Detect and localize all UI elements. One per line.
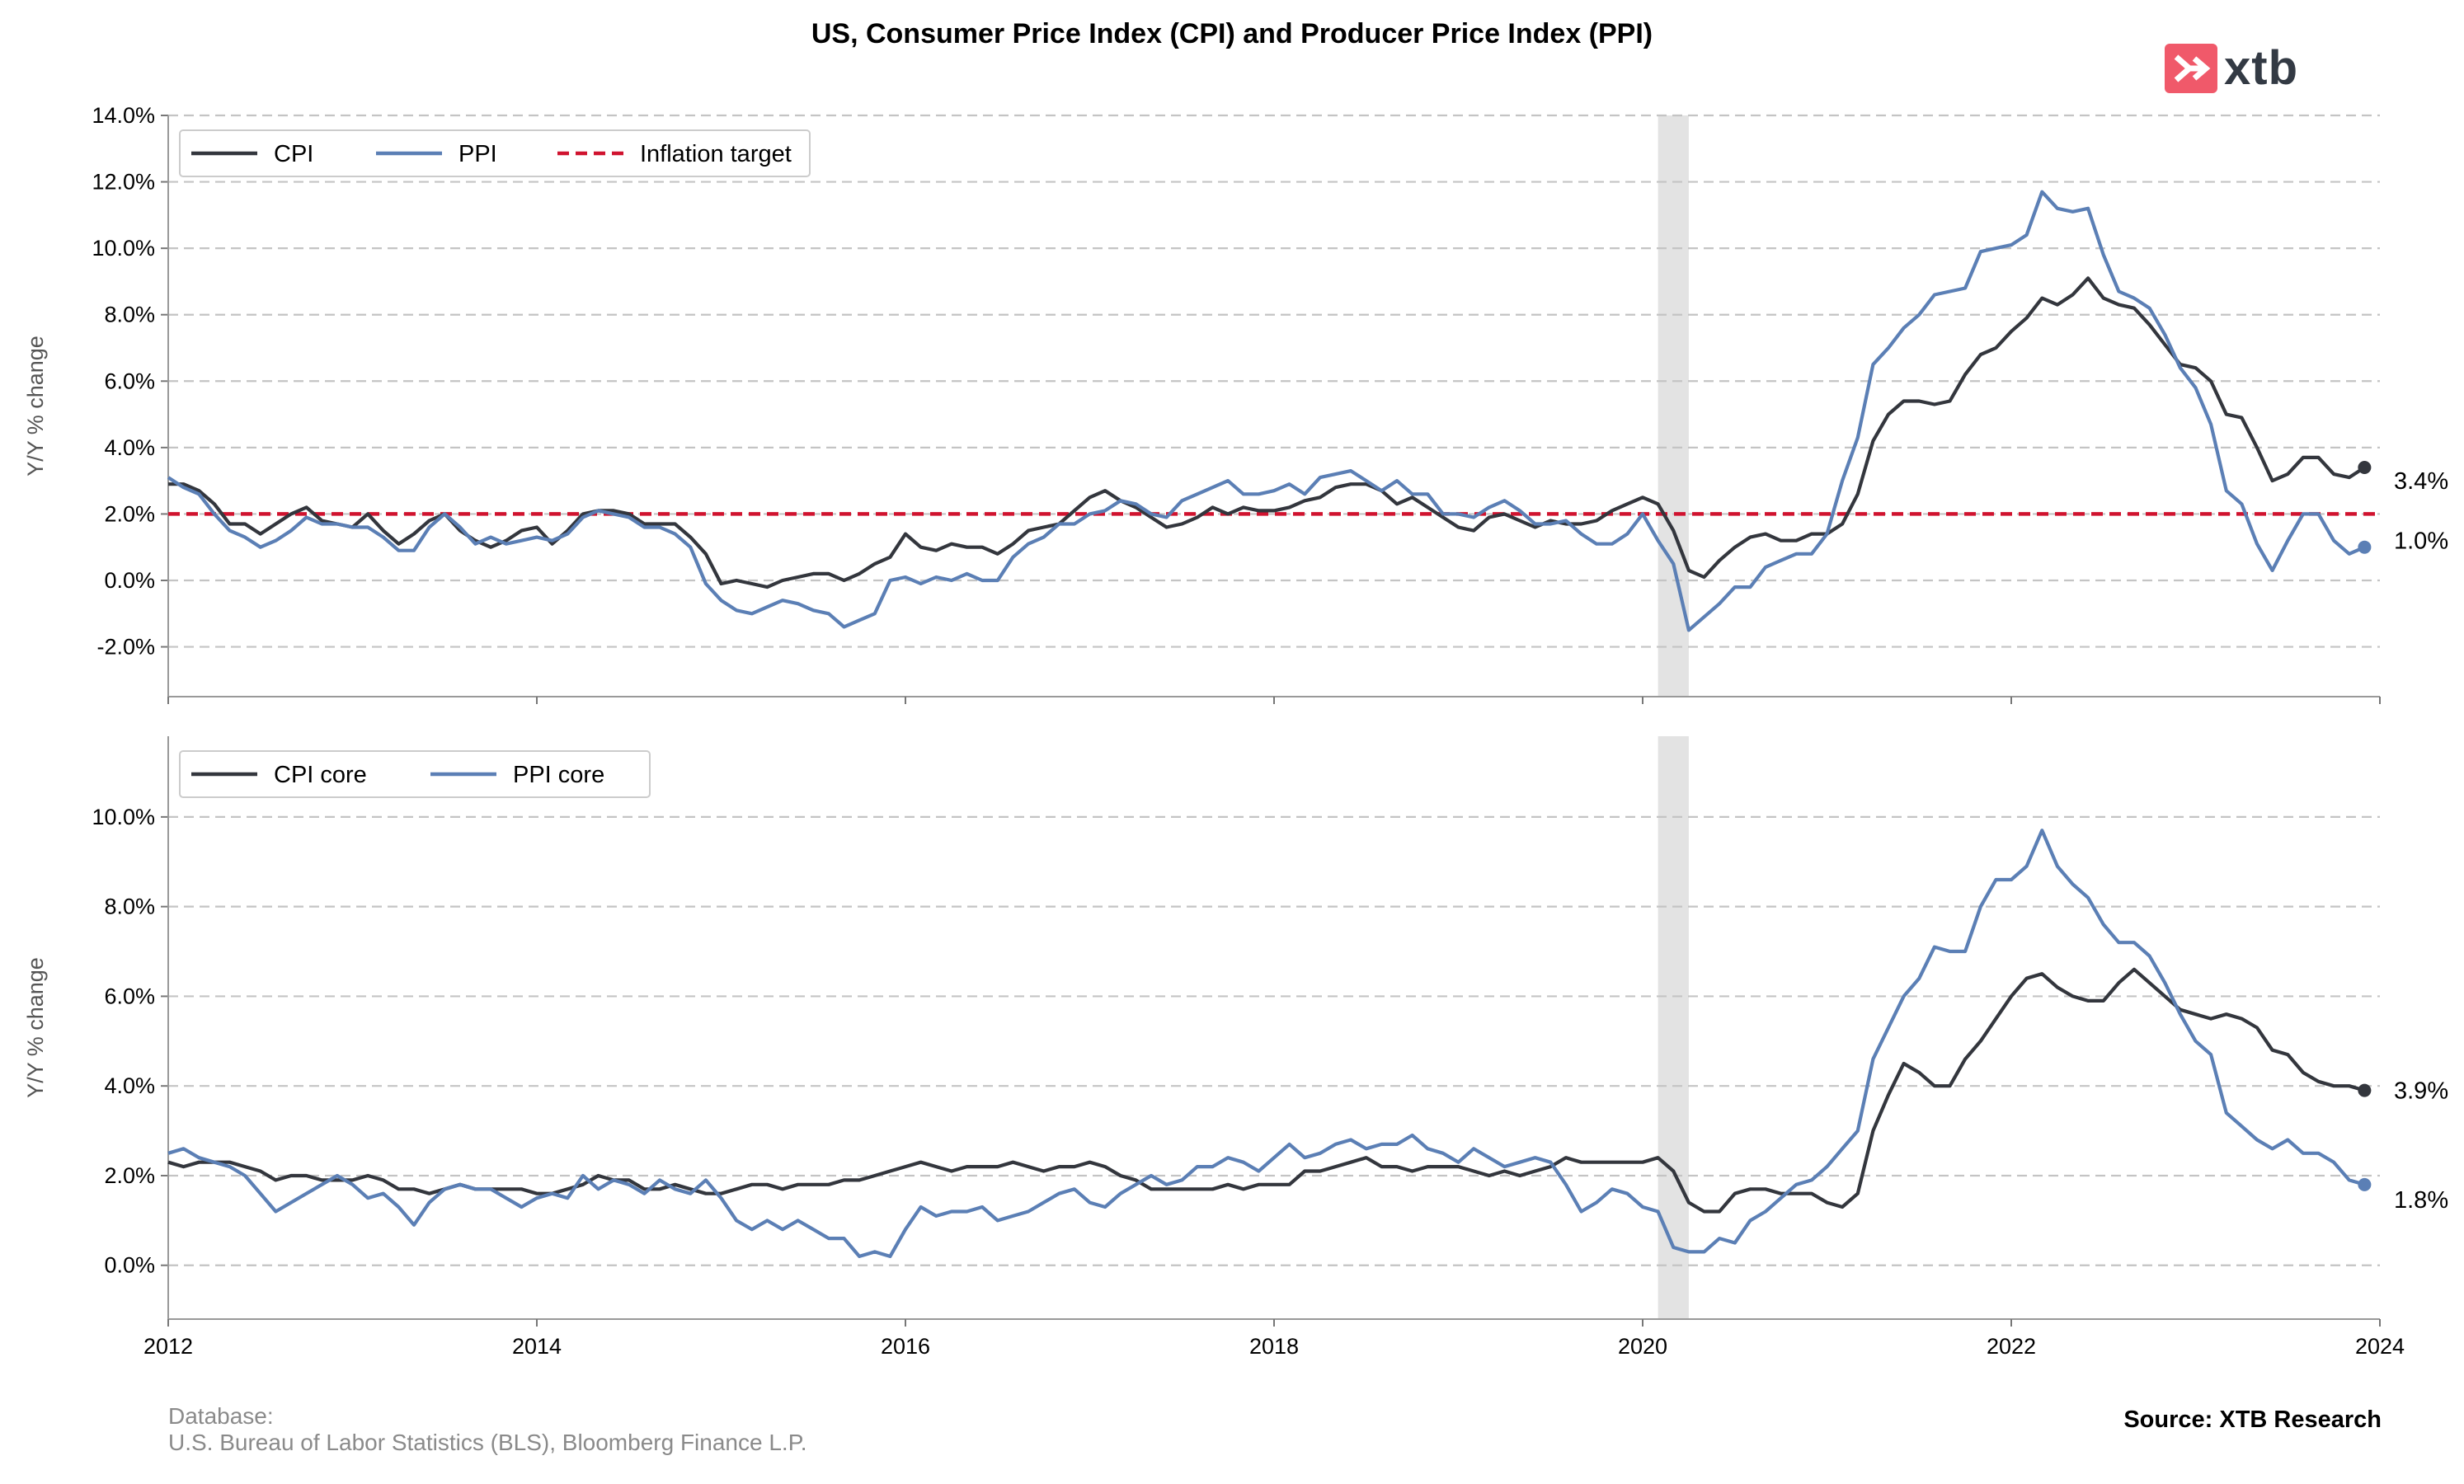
y-tick-label: 8.0% bbox=[104, 303, 155, 327]
y-tick-label: 4.0% bbox=[104, 435, 155, 460]
y-tick-label: 10.0% bbox=[92, 236, 155, 261]
legend-label: PPI core bbox=[513, 762, 604, 788]
y-axis-label: Y/Y % change bbox=[23, 336, 48, 477]
y-tick-label: -2.0% bbox=[96, 635, 155, 660]
x-tick-label: 2024 bbox=[2355, 1334, 2405, 1359]
y-axis-label: Y/Y % change bbox=[23, 957, 48, 1098]
legend-label: CPI core bbox=[274, 762, 367, 788]
x-tick-label: 2020 bbox=[1618, 1334, 1667, 1359]
y-tick-label: 0.0% bbox=[104, 568, 155, 593]
legend-label: CPI bbox=[274, 141, 313, 167]
end-value-label: 1.0% bbox=[2394, 528, 2448, 555]
y-tick-label: 0.0% bbox=[104, 1253, 155, 1278]
recession-shade bbox=[1658, 736, 1689, 1319]
legend-label: Inflation target bbox=[640, 141, 792, 167]
y-tick-label: 12.0% bbox=[92, 170, 155, 195]
y-tick-label: 8.0% bbox=[104, 895, 155, 919]
y-tick-label: 2.0% bbox=[104, 1163, 155, 1188]
end-value-label: 3.4% bbox=[2394, 468, 2448, 495]
x-tick-label: 2012 bbox=[143, 1334, 193, 1359]
x-tick-label: 2014 bbox=[512, 1334, 562, 1359]
database-label: Database: bbox=[168, 1403, 274, 1429]
series-end-point bbox=[2358, 540, 2372, 554]
legend-box bbox=[179, 750, 651, 798]
y-tick-label: 4.0% bbox=[104, 1073, 155, 1098]
series-line-cpi-core bbox=[167, 967, 2365, 1214]
recession-shade bbox=[1658, 115, 1689, 697]
x-tick-label: 2018 bbox=[1249, 1334, 1299, 1359]
xtb-logo: xtb bbox=[2165, 43, 2298, 94]
chart-title: US, Consumer Price Index (CPI) and Produ… bbox=[811, 18, 1653, 49]
y-tick-label: 14.0% bbox=[92, 103, 155, 128]
series-end-point bbox=[2358, 1177, 2372, 1191]
cpi-ppi-panel: -2.0% 0.0% 2.0% 4.0% 6.0% 8.0% 10.0% 12.0% 14.0%… bbox=[23, 103, 2448, 704]
series-end-point bbox=[2358, 461, 2372, 475]
y-tick-label: 6.0% bbox=[104, 984, 155, 1008]
source-label: Source: XTB Research bbox=[2123, 1407, 2382, 1433]
series-line-cpi bbox=[168, 276, 2366, 589]
series-end-point bbox=[2358, 1083, 2372, 1097]
x-tick-label: 2022 bbox=[1987, 1334, 2036, 1359]
legend-box bbox=[179, 129, 811, 177]
y-tick-label: 10.0% bbox=[92, 805, 155, 829]
database-note: Database: U.S. Bureau of Labor Statistic… bbox=[168, 1403, 807, 1456]
end-value-label: 1.8% bbox=[2394, 1187, 2448, 1214]
end-value-label: 3.9% bbox=[2394, 1078, 2448, 1105]
xtb-logo-icon bbox=[2165, 44, 2217, 93]
core-panel: 0.0% 2.0% 4.0% 6.0% 8.0% 10.0% 2012 2014 2016 201… bbox=[23, 736, 2448, 1359]
database-sources: U.S. Bureau of Labor Statistics (BLS), B… bbox=[168, 1430, 807, 1455]
y-tick-label: 2.0% bbox=[104, 501, 155, 526]
logo-text: xtb bbox=[2224, 41, 2298, 95]
y-tick-label: 6.0% bbox=[104, 369, 155, 393]
series-line-ppi-core bbox=[167, 829, 2365, 1259]
x-tick-label: 2016 bbox=[881, 1334, 930, 1359]
legend-label: PPI bbox=[458, 141, 497, 167]
series-line-ppi bbox=[167, 190, 2366, 632]
